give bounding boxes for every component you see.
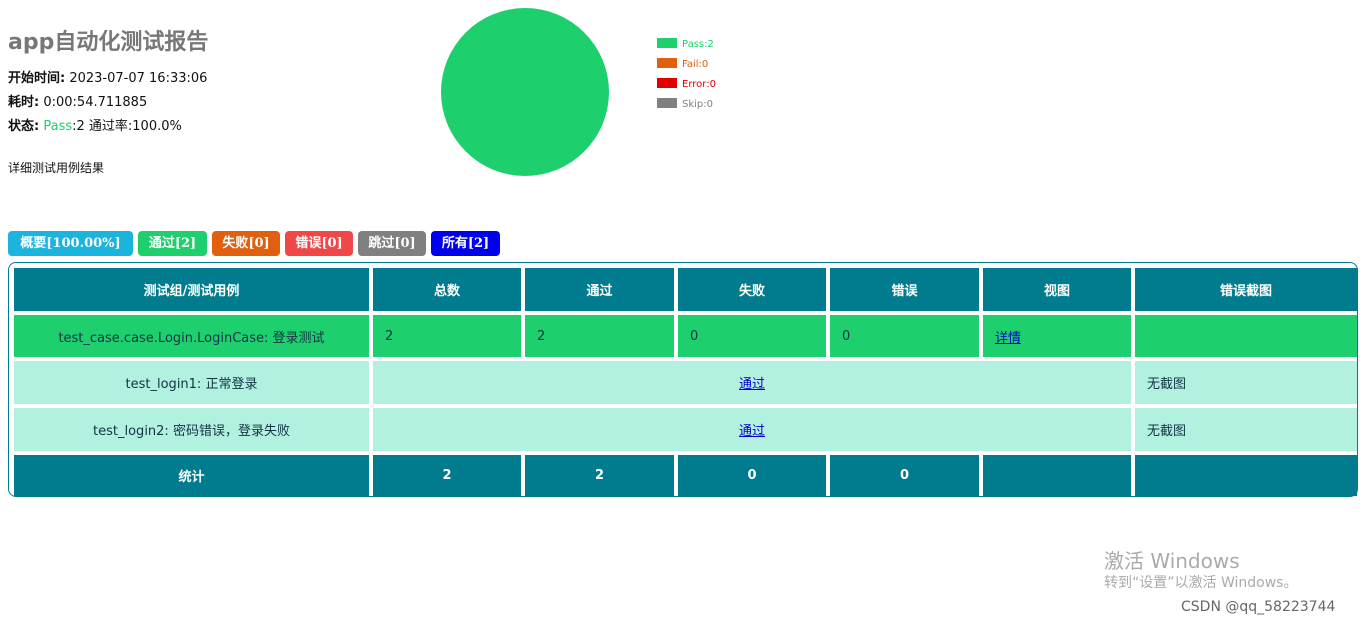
legend-label: Fail:0 <box>682 59 708 70</box>
result-link[interactable]: 通过 <box>738 377 765 392</box>
filter-button[interactable]: 概要[100.00%] <box>8 231 133 256</box>
error: 0 <box>830 315 979 357</box>
filter-button[interactable]: 失败[0] <box>212 231 280 256</box>
screenshot: 无截图 <box>1135 408 1357 451</box>
case-name: test_login2: 密码错误，登录失败 <box>14 408 369 451</box>
legend-label: Error:0 <box>682 79 716 90</box>
filter-button[interactable]: 通过[2] <box>138 231 207 256</box>
legend-swatch <box>657 98 677 108</box>
pass: 2 <box>525 455 674 496</box>
header-cell: 错误截图 <box>1135 268 1357 311</box>
empty-cell <box>983 455 1131 496</box>
pie-slice <box>441 8 609 176</box>
filter-button[interactable]: 跳过[0] <box>358 231 426 256</box>
case-name: test_login1: 正常登录 <box>14 361 369 404</box>
screenshot-cell <box>1135 315 1357 357</box>
source: CSDN @qq_58223744 <box>1181 599 1336 615</box>
totals-row: 统计 2 2 0 0 <box>14 455 1357 496</box>
header-row: 测试组/测试用例 总数 通过 失败 错误 视图 错误截图 <box>14 268 1357 311</box>
detail-heading: 详细测试用例结果 <box>8 161 105 175</box>
legend-label: Pass:2 <box>682 39 714 50</box>
watermark-text: 转到“设置”以激活 Windows。 <box>1104 575 1298 591</box>
legend-label: Skip:0 <box>682 99 713 110</box>
header-cell: 总数 <box>373 268 521 311</box>
filter-button[interactable]: 错误[0] <box>285 231 353 256</box>
filter-button[interactable]: 所有[2] <box>431 231 500 256</box>
suite-name: test_case.case.Login.LoginCase: 登录测试 <box>14 315 369 357</box>
label: 状态: <box>8 119 40 134</box>
title: app自动化测试报告 <box>8 30 209 55</box>
result-cell: 通过 <box>373 408 1131 451</box>
error: 0 <box>830 455 979 496</box>
rate: :2 通过率:100.0% <box>72 119 182 134</box>
result-link[interactable]: 通过 <box>738 424 765 439</box>
total: 2 <box>373 315 521 357</box>
value: 2023-07-07 16:33:06 <box>69 71 208 86</box>
view-cell: 详情 <box>983 315 1131 357</box>
pass: Pass <box>43 119 73 134</box>
label: 耗时: <box>8 95 40 110</box>
value: 0:00:54.711885 <box>43 95 148 110</box>
pie-chart: Pass:2 Fail:0 Error:0 Skip:0 <box>441 8 716 176</box>
case-row: test_login2: 密码错误，登录失败 通过 无截图 <box>14 408 1357 451</box>
label: 开始时间: <box>8 71 66 86</box>
screenshot: 无截图 <box>1135 361 1357 404</box>
legend-swatch <box>657 38 677 48</box>
watermark-title: 激活 Windows <box>1104 549 1240 573</box>
header-cell: 测试组/测试用例 <box>14 268 369 311</box>
header-cell: 错误 <box>830 268 979 311</box>
fail: 0 <box>678 315 826 357</box>
results-table: 测试组/测试用例 总数 通过 失败 错误 视图 错误截图 test_case.case.Lo… <box>8 262 1358 497</box>
pass: 2 <box>525 315 674 357</box>
header-cell: 视图 <box>983 268 1131 311</box>
header-cell: 失败 <box>678 268 826 311</box>
duration: 耗时: 0:00:54.711885 <box>8 91 147 110</box>
detail-link[interactable]: 详情 <box>995 330 1022 346</box>
legend-swatch <box>657 78 677 88</box>
table: 测试组/测试用例 总数 通过 失败 错误 视图 错误截图 test_case.case.Lo… <box>10 264 1361 500</box>
start-time: 开始时间: 2023-07-07 16:33:06 <box>8 67 207 86</box>
case-row: test_login1: 正常登录 通过 无截图 <box>14 361 1357 404</box>
result-cell: 通过 <box>373 361 1131 404</box>
totals-label: 统计 <box>14 455 369 496</box>
total: 2 <box>373 455 521 496</box>
legend-swatch <box>657 58 677 68</box>
header-cell: 通过 <box>525 268 674 311</box>
status: 状态: Pass:2 通过率:100.0% <box>8 115 182 134</box>
suite-row: test_case.case.Login.LoginCase: 登录测试 2 2… <box>14 315 1357 357</box>
fail: 0 <box>678 455 826 496</box>
empty-cell <box>1135 455 1357 496</box>
